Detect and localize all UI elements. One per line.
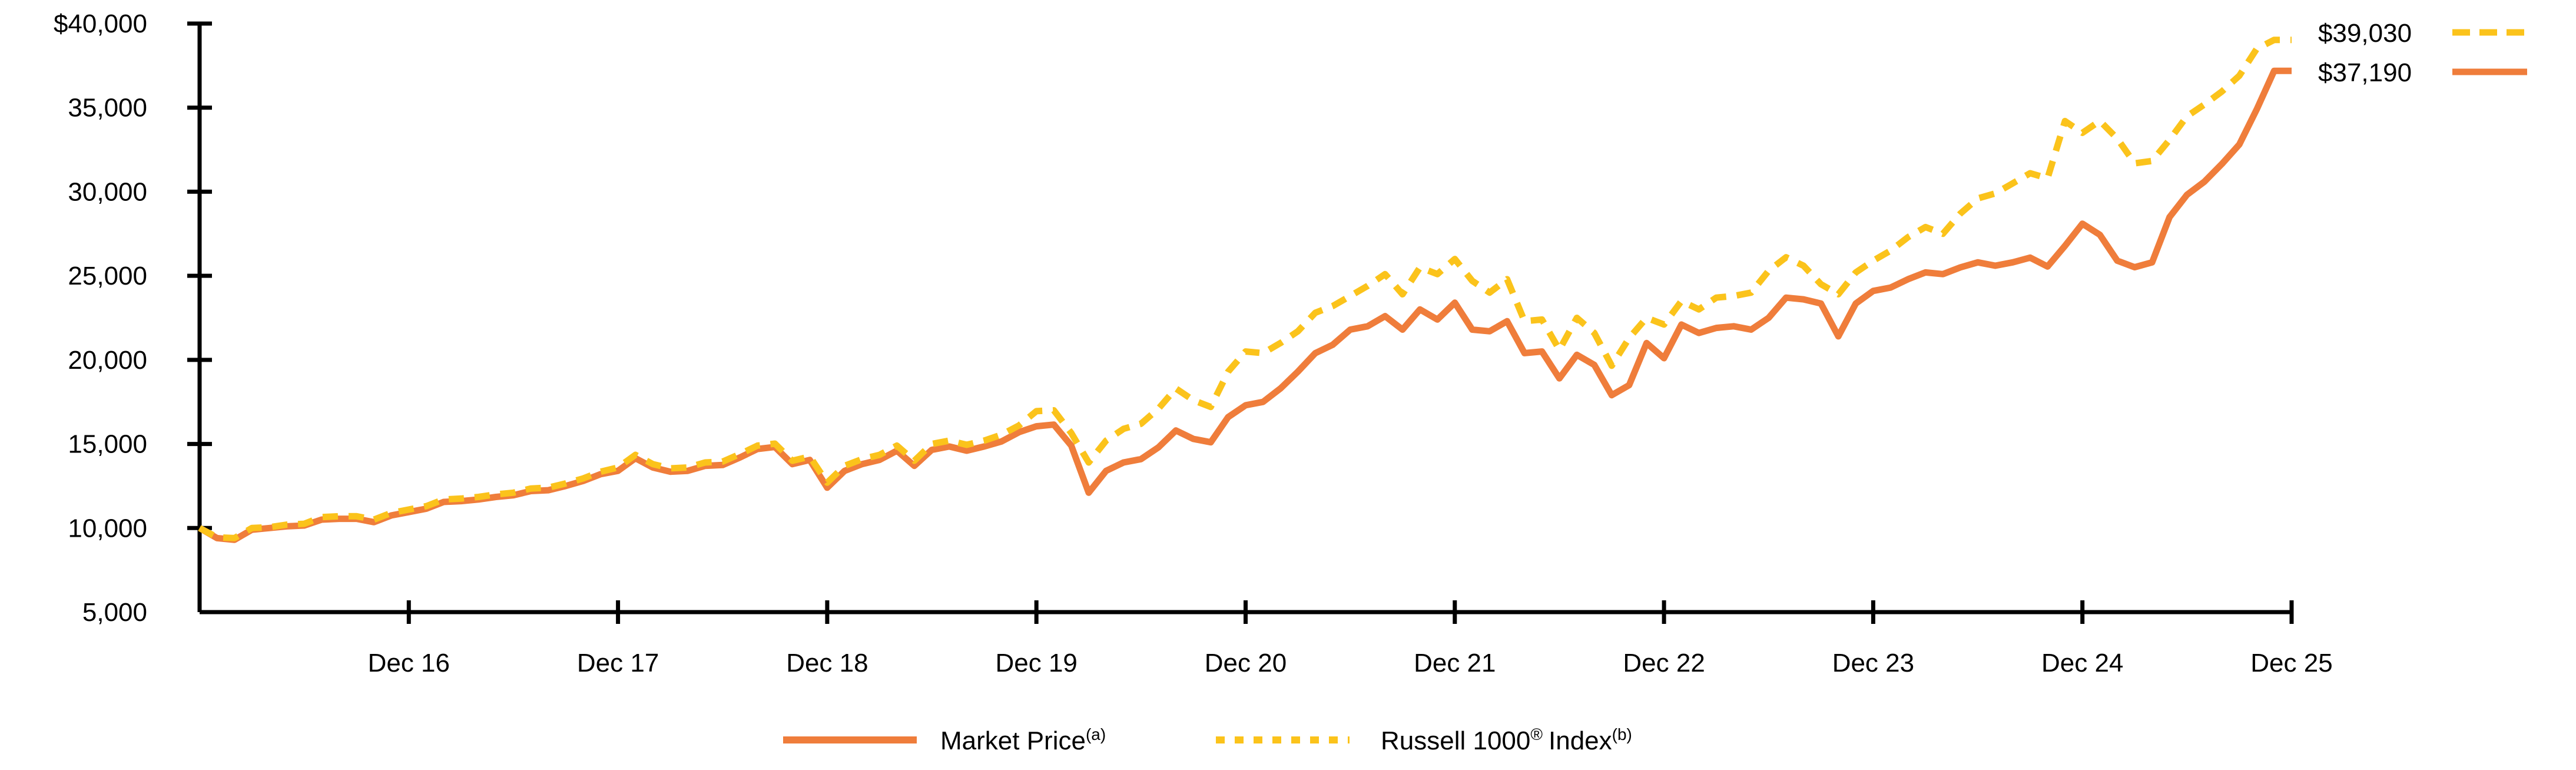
legend-russell-index-label: Russell 1000® Index(b) [1381,725,1632,755]
y-tick-label: 20,000 [68,346,147,375]
series-lines [198,37,2292,543]
y-tick-label: 25,000 [68,262,147,290]
x-axis-ticks: Dec 16 Dec 17 Dec 18 Dec 19 Dec 20 Dec 21 Dec … [368,600,2333,678]
x-tick-label: Dec 20 [1205,649,1287,678]
x-tick-label: Dec 25 [2250,649,2332,678]
legend-market-price-label: Market Price(a) [940,725,1106,755]
x-tick-label: Dec 18 [786,649,868,678]
y-tick-label: 30,000 [68,177,147,206]
legend: Market Price(a) Russell 1000® Index(b) [783,725,1632,755]
series-line-market-price [198,67,2292,543]
y-tick-label: $40,000 [54,9,147,38]
y-axis-ticks: $40,000 35,000 30,000 25,000 20,000 15,000 10,… [54,9,212,627]
x-tick-label: Dec 16 [368,649,450,678]
y-tick-label: 10,000 [68,514,147,543]
end-value-label: $39,030 [2318,19,2412,48]
x-tick-label: Dec 23 [1832,649,1914,678]
x-tick-label: Dec 22 [1623,649,1705,678]
x-tick-label: Dec 24 [2041,649,2123,678]
x-tick-label: Dec 19 [995,649,1077,678]
y-tick-label: 35,000 [68,94,147,123]
y-tick-label: 5,000 [82,598,147,627]
series-line-russell-1000-index [198,37,2292,541]
end-value-label: $37,190 [2318,58,2412,87]
x-tick-label: Dec 17 [577,649,659,678]
x-tick-label: Dec 21 [1414,649,1496,678]
y-tick-label: 15,000 [68,430,147,459]
series-end-labels: $39,030 $37,190 [2318,19,2527,87]
